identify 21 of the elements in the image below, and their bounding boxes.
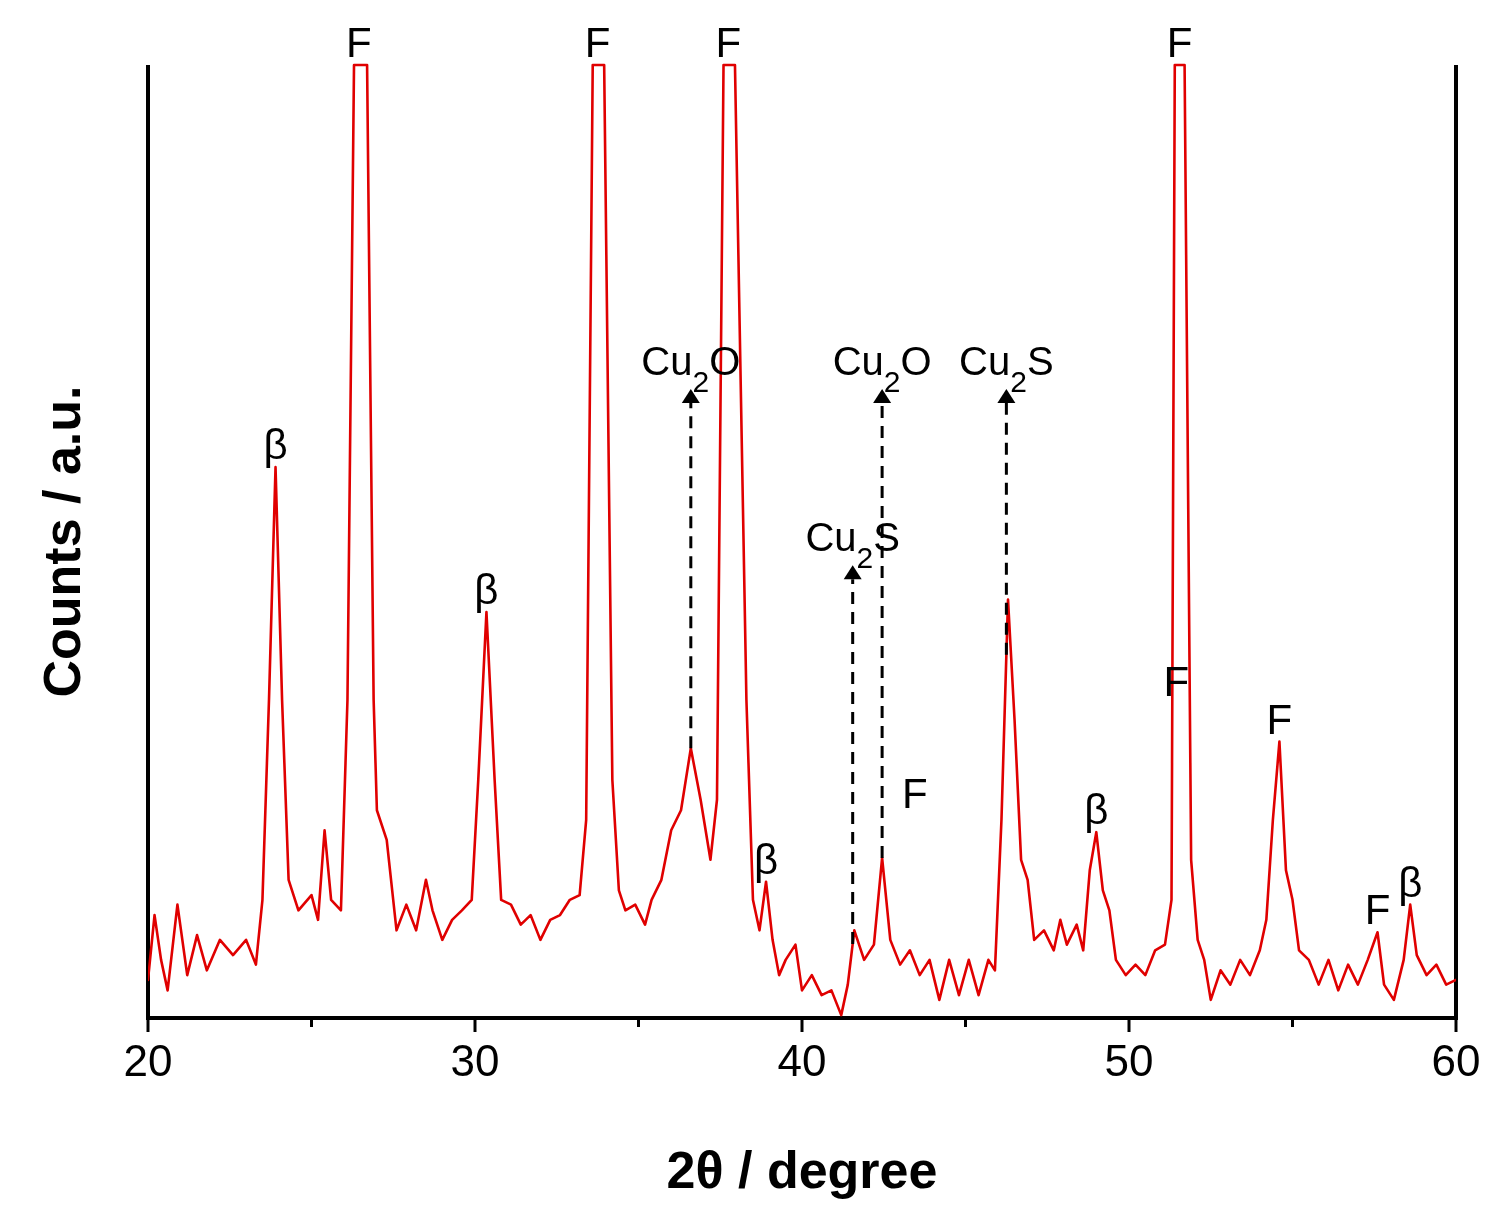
annotation: F [584,19,611,66]
annotation: F [1166,19,1193,66]
annotation: β [753,835,779,883]
x-tick-label: 50 [1104,1036,1154,1085]
annotation: Cu$_{2}$O [832,339,932,398]
annotation: Cu$_{2}$S [959,339,1054,398]
x-axis-title: 2θ / degree [666,1141,938,1199]
annotation: F [715,19,742,66]
annotation: F [1266,695,1293,743]
y-axis-title: Counts / a.u. [33,385,91,698]
x-tick-label: 30 [450,1036,500,1085]
x-tick-label: 20 [123,1036,173,1085]
annotation: F [1364,886,1391,934]
annotation: β [263,421,288,469]
annotation: F [346,19,372,66]
annotation: β [1084,786,1109,834]
annotation: F [902,769,928,817]
annotation: β [474,566,499,614]
annotation: β [1398,858,1423,906]
x-tick-label: 40 [777,1036,827,1085]
x-tick-label: 60 [1431,1036,1481,1085]
